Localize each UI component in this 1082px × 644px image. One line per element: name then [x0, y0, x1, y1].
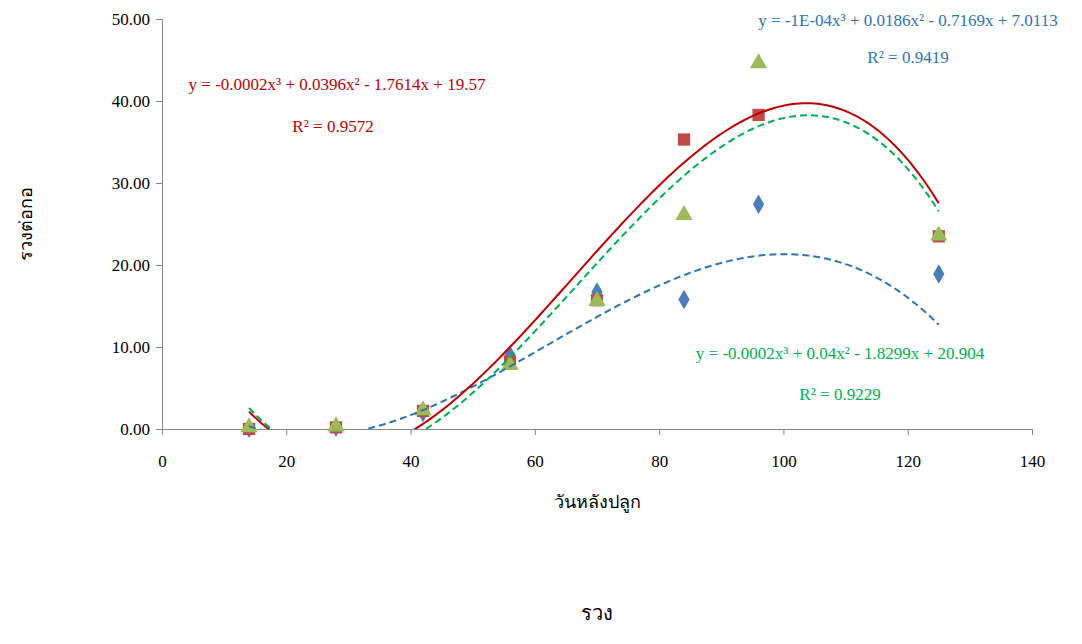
x-tick-label: 60 — [527, 452, 544, 471]
y-tick-mark — [156, 429, 162, 430]
point — [675, 205, 692, 220]
y-tick: 10.00 — [112, 338, 162, 357]
y-tick: 30.00 — [112, 174, 162, 193]
y-tick-mark — [156, 347, 162, 348]
x-tick: 120 — [895, 429, 921, 471]
point — [588, 291, 605, 306]
y-tick: 40.00 — [112, 92, 162, 111]
x-tick-mark — [908, 429, 909, 435]
trendlines — [249, 103, 939, 429]
y-tick-mark — [156, 265, 162, 266]
point — [678, 133, 690, 145]
x-tick-mark — [411, 429, 412, 435]
y-tick-mark — [156, 101, 162, 102]
y-tick-label: 10.00 — [112, 338, 150, 357]
x-tick-mark — [286, 429, 287, 435]
point — [753, 195, 764, 215]
x-axis-title: วันหลังปลูก — [554, 492, 641, 513]
x-tick-label: 80 — [651, 452, 668, 471]
y-tick: 0.00 — [120, 420, 162, 439]
y-axis: 0.00 10.00 20.00 30.00 40.00 50.00 — [112, 10, 163, 439]
y-tick-mark — [156, 19, 162, 20]
x-tick-label: 20 — [278, 452, 295, 471]
point — [414, 400, 431, 415]
chart: 0 20 40 60 80 100 120 140 0.00 10.00 20.00 30.00 40.… — [0, 0, 1082, 644]
y-tick-label: 30.00 — [112, 174, 150, 193]
y-tick: 20.00 — [112, 256, 162, 275]
y-tick-label: 40.00 — [112, 92, 150, 111]
y-tick-label: 50.00 — [112, 10, 150, 29]
x-tick: 40 — [403, 429, 420, 471]
y-axis-line — [156, 20, 163, 430]
trendline — [249, 254, 939, 429]
point — [678, 290, 689, 310]
y-tick: 50.00 — [112, 10, 162, 29]
y-tick-mark — [156, 183, 162, 184]
x-tick: 100 — [771, 429, 797, 471]
trendline-equation: y = -0.0002x³ + 0.0396x² - 1.7614x + 19.… — [189, 75, 486, 94]
annotations: y = -1E-04x³ + 0.0186x² - 0.7169x + 7.01… — [189, 11, 1058, 404]
trendline-r2: R² = 0.9419 — [867, 48, 948, 67]
trendline-r2: R² = 0.9572 — [292, 117, 373, 136]
trendline-equation: y = -0.0002x³ + 0.04x² - 1.8299x + 20.90… — [696, 344, 985, 363]
x-axis-line — [163, 430, 1033, 436]
x-tick-label: 100 — [771, 452, 797, 471]
chart-title: รวง — [581, 602, 613, 624]
x-tick: 80 — [651, 429, 668, 471]
x-tick-label: 120 — [895, 452, 921, 471]
trendline-r2: R² = 0.9229 — [799, 385, 880, 404]
x-tick: 60 — [527, 429, 544, 471]
x-tick: 0 — [158, 429, 167, 471]
point — [933, 264, 944, 284]
point — [750, 53, 767, 68]
x-tick-mark — [535, 429, 536, 435]
x-tick-label: 40 — [403, 452, 420, 471]
y-tick-label: 0.00 — [120, 420, 150, 439]
x-tick-mark — [1032, 429, 1033, 435]
y-tick-label: 20.00 — [112, 256, 150, 275]
points — [240, 53, 947, 438]
point — [930, 225, 947, 240]
x-tick-label: 140 — [1020, 452, 1046, 471]
point — [327, 417, 344, 432]
x-tick-mark — [783, 429, 784, 435]
trendline-equation: y = -1E-04x³ + 0.0186x² - 0.7169x + 7.01… — [758, 11, 1057, 30]
x-tick: 140 — [1020, 429, 1046, 471]
x-tick-label: 0 — [158, 452, 167, 471]
point — [240, 417, 257, 432]
trendline — [249, 115, 939, 429]
x-axis: 0 20 40 60 80 100 120 140 — [158, 429, 1045, 471]
x-tick-mark — [659, 429, 660, 435]
y-axis-title: รวงต่อกอ — [16, 187, 36, 261]
x-tick: 20 — [278, 429, 295, 471]
